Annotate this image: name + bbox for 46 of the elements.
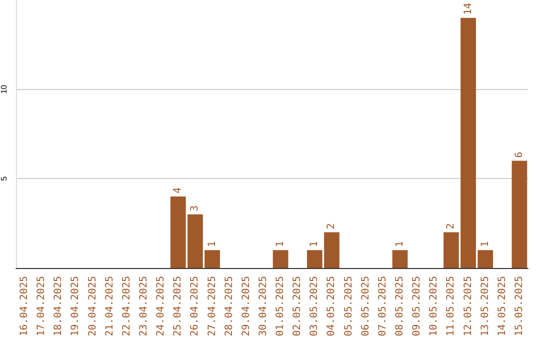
y-tick-label: 10 xyxy=(0,84,8,94)
x-tick-label: 11.05.2025 xyxy=(446,276,457,336)
bar xyxy=(392,250,408,268)
x-tick-label: 04.05.2025 xyxy=(326,276,338,336)
x-tick-label: 28.04.2025 xyxy=(224,276,235,336)
data-label: 14 xyxy=(462,2,474,15)
data-label: 1 xyxy=(394,241,406,248)
x-tick-label: 14.05.2025 xyxy=(496,276,508,336)
x-tick-label: 16.04.2025 xyxy=(19,276,30,336)
x-tick-label: 02.05.2025 xyxy=(292,276,304,336)
data-label: 1 xyxy=(309,241,320,248)
x-tick-label: 19.04.2025 xyxy=(70,276,82,336)
data-label: 1 xyxy=(480,241,491,248)
x-tick-label: 21.04.2025 xyxy=(104,276,116,336)
x-tick-label: 07.05.2025 xyxy=(377,276,388,336)
x-tick-label: 08.05.2025 xyxy=(394,276,406,336)
data-label: 4 xyxy=(172,188,184,194)
x-tick-label: 13.05.2025 xyxy=(480,276,491,336)
x-tick-label: 20.04.2025 xyxy=(87,276,98,336)
data-label: 6 xyxy=(514,152,525,158)
x-tick-label: 10.05.2025 xyxy=(428,276,440,336)
x-tick-label: 01.05.2025 xyxy=(275,276,286,336)
bar xyxy=(272,250,288,268)
x-tick-label: 24.04.2025 xyxy=(156,276,167,336)
y-tick-label: 5 xyxy=(0,176,8,181)
x-tick-label: 29.04.2025 xyxy=(240,276,252,336)
x-tick-label: 18.04.2025 xyxy=(53,276,64,336)
x-tick-label: 30.04.2025 xyxy=(258,276,269,336)
x-tick-label: 27.04.2025 xyxy=(206,276,218,336)
x-tick-label: 09.05.2025 xyxy=(412,276,423,336)
data-label: 1 xyxy=(206,241,218,248)
x-tick-label: 22.04.2025 xyxy=(121,276,132,336)
x-tick-label: 05.05.2025 xyxy=(343,276,354,336)
data-label: 2 xyxy=(326,223,338,230)
bar xyxy=(512,160,528,268)
x-tick-label: 23.04.2025 xyxy=(138,276,150,336)
x-tick-label: 26.04.2025 xyxy=(190,276,201,336)
data-label: 2 xyxy=(446,223,457,230)
x-tick-label: 17.04.2025 xyxy=(36,276,48,336)
data-label: 1 xyxy=(275,241,286,248)
x-tick-label: 12.05.2025 xyxy=(462,276,474,336)
x-tick-label: 15.05.2025 xyxy=(514,276,525,336)
x-tick-label: 06.05.2025 xyxy=(360,276,372,336)
x-tick-label: 03.05.2025 xyxy=(309,276,320,336)
x-tick-label: 25.04.2025 xyxy=(172,276,184,336)
data-label: 3 xyxy=(190,205,201,212)
